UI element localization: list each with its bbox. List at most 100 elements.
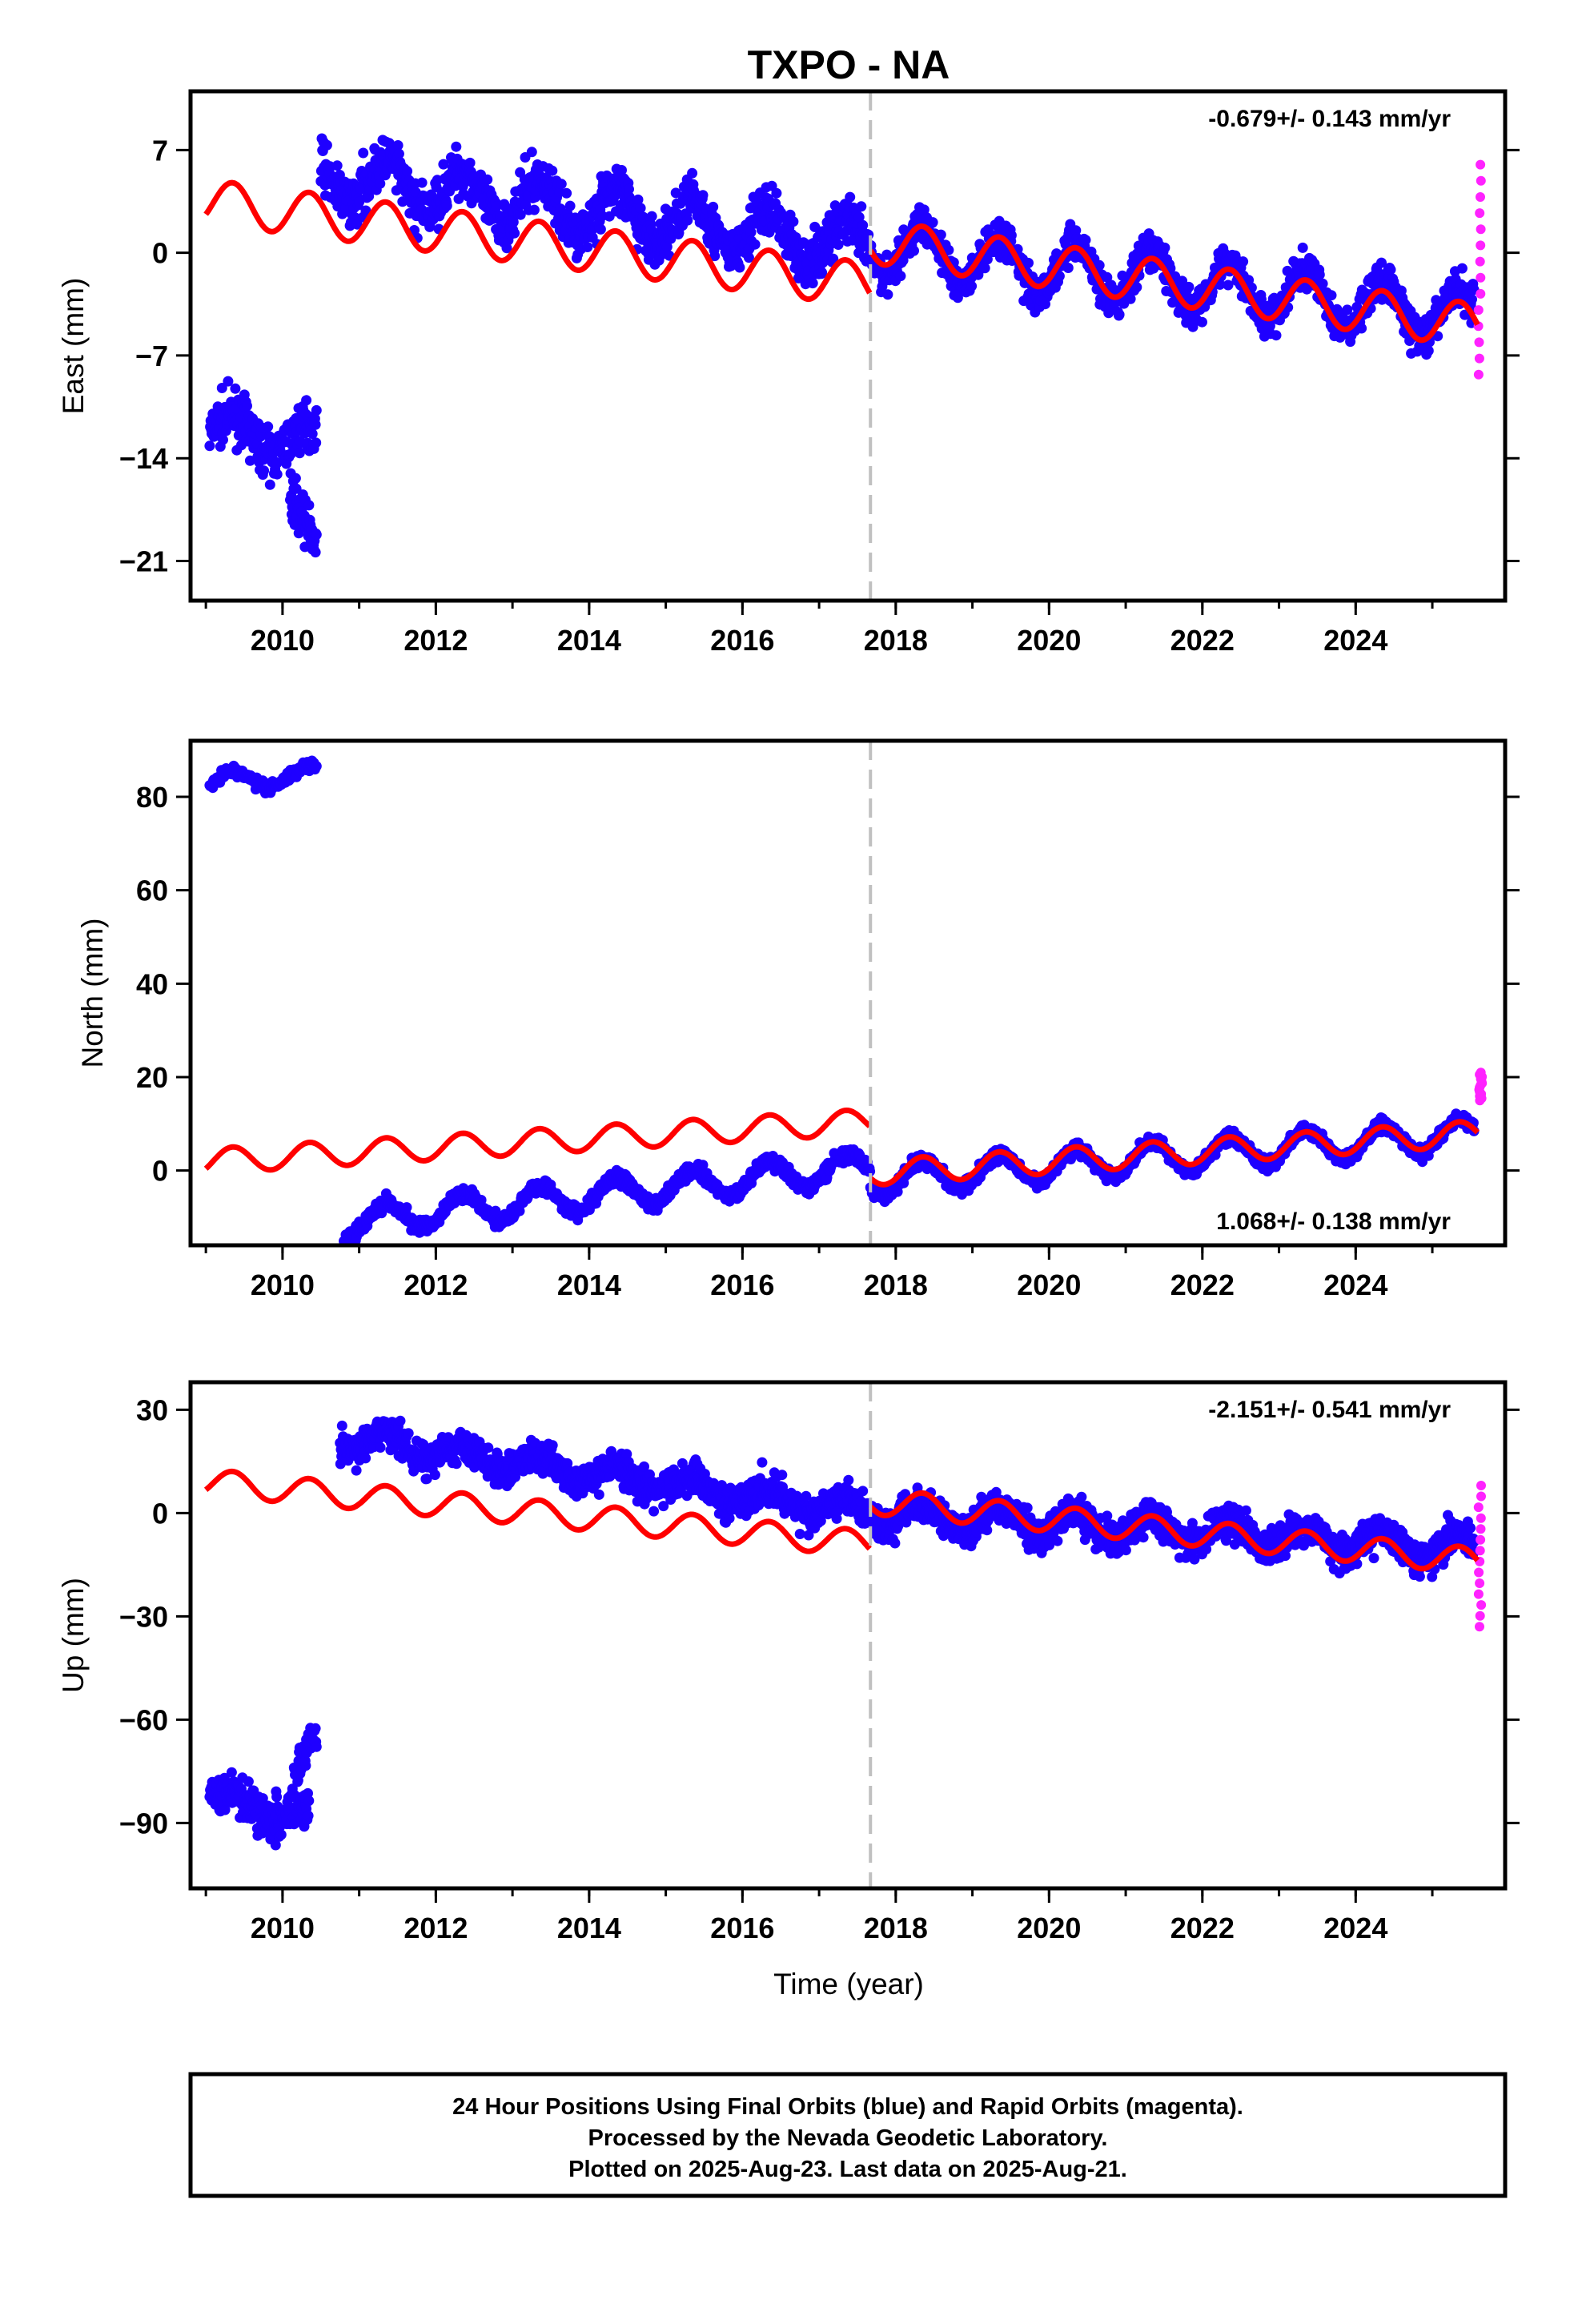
east-final-point xyxy=(1317,278,1328,289)
panel-east: 2010 2012 2014 2016 2018 2020 2022 202470−7−14−… xyxy=(57,89,1520,657)
east-final-point xyxy=(1223,279,1234,291)
east-final-point xyxy=(547,165,558,176)
east-xtick-label: 2020 xyxy=(1017,624,1081,657)
east-final-point xyxy=(263,421,274,432)
east-final-point xyxy=(935,229,946,240)
east-final-point xyxy=(310,547,321,558)
east-final-point xyxy=(895,271,906,282)
east-rapid-point xyxy=(1474,337,1484,348)
east-final-point xyxy=(882,289,893,300)
east-xtick-label: 2024 xyxy=(1323,624,1387,657)
east-points xyxy=(204,133,1486,558)
east-final-point xyxy=(321,139,332,151)
east-final-point xyxy=(745,227,757,238)
east-final-point xyxy=(1183,281,1195,292)
east-final-point xyxy=(451,141,462,152)
east-final-point xyxy=(354,196,365,207)
north-final-point xyxy=(311,761,322,772)
east-final-point xyxy=(582,242,593,252)
east-rapid-point xyxy=(1476,224,1486,235)
east-final-point xyxy=(979,263,990,274)
east-final-point xyxy=(528,204,540,215)
east-final-point xyxy=(856,201,867,212)
east-final-point xyxy=(311,529,322,541)
east-final-point xyxy=(697,190,709,201)
east-rapid-point xyxy=(1474,353,1484,364)
east-final-point xyxy=(1125,293,1136,304)
east-rapid-point xyxy=(1476,272,1486,283)
east-final-point xyxy=(271,458,283,469)
east-model-line xyxy=(203,179,1480,344)
east-final-point xyxy=(734,262,745,273)
east-final-point xyxy=(943,244,954,255)
panel-north: 2010 2012 2014 2016 2018 2020 2022 202480604020… xyxy=(76,738,1520,1301)
east-final-point xyxy=(833,239,844,250)
east-final-point xyxy=(393,148,404,159)
east-final-point xyxy=(223,376,234,387)
east-final-point xyxy=(635,203,646,214)
east-rapid-point xyxy=(1476,240,1486,251)
east-final-point xyxy=(646,211,657,222)
east-final-point xyxy=(216,383,227,393)
north-final-point xyxy=(865,1166,876,1177)
east-ytick-label: 0 xyxy=(152,237,168,270)
east-ytick-label: −21 xyxy=(119,545,168,578)
east-final-point xyxy=(595,223,606,235)
east-final-point xyxy=(1297,242,1308,253)
east-rate: -0.679+/- 0.143 mm/yr xyxy=(1208,106,1451,132)
east-rapid-point xyxy=(1476,288,1486,299)
east-final-point xyxy=(1023,257,1034,268)
east-final-point xyxy=(1423,345,1434,356)
east-final-point xyxy=(1102,271,1113,283)
north-final-point xyxy=(401,1202,412,1213)
east-final-point xyxy=(290,472,301,484)
east-final-point xyxy=(807,278,818,289)
east-final-point xyxy=(1062,263,1074,273)
east-xtick-label: 2010 xyxy=(251,624,315,657)
north-points xyxy=(204,755,1488,1245)
east-final-point xyxy=(515,209,526,220)
east-final-point xyxy=(845,191,856,203)
east-final-point xyxy=(1467,294,1477,305)
east-final-point xyxy=(1271,330,1282,341)
east-final-point xyxy=(1080,235,1091,246)
east-xtick-label: 2014 xyxy=(557,624,621,657)
east-final-point xyxy=(709,251,721,262)
east-ylabel: East (mm) xyxy=(57,278,90,415)
east-rapid-point xyxy=(1473,369,1484,380)
east-final-point xyxy=(1159,242,1170,253)
east-final-point xyxy=(682,215,693,226)
east-final-point xyxy=(392,140,404,151)
east-final-point xyxy=(927,217,938,228)
east-final-point xyxy=(853,211,865,223)
east-xtick-label: 2016 xyxy=(710,624,774,657)
east-xtick-label: 2018 xyxy=(864,624,928,657)
east-final-point xyxy=(375,178,386,189)
east-final-point xyxy=(307,428,318,440)
east-final-point xyxy=(271,468,283,480)
east-final-point xyxy=(788,216,799,227)
east-final-point xyxy=(259,465,270,476)
east-final-point xyxy=(218,434,228,445)
east-final-point xyxy=(828,253,839,264)
east-final-point xyxy=(294,448,305,459)
east-final-point xyxy=(966,280,978,292)
east-final-point xyxy=(1094,259,1105,271)
east-final-point xyxy=(438,159,449,170)
east-final-point xyxy=(708,201,719,212)
east-final-point xyxy=(1314,269,1325,280)
east-rapid-point xyxy=(1475,208,1485,219)
east-rapid-point xyxy=(1476,192,1485,202)
east-rapid-point xyxy=(1476,175,1486,186)
east-final-point xyxy=(264,479,275,490)
east-final-point xyxy=(1070,225,1082,236)
east-final-point xyxy=(1456,263,1468,274)
east-final-point xyxy=(790,231,801,243)
east-final-point xyxy=(204,440,215,452)
east-final-point xyxy=(242,400,252,412)
east-final-point xyxy=(509,227,520,239)
east-final-point xyxy=(556,179,567,190)
east-xtick-label: 2022 xyxy=(1170,624,1235,657)
east-final-point xyxy=(1197,316,1207,328)
